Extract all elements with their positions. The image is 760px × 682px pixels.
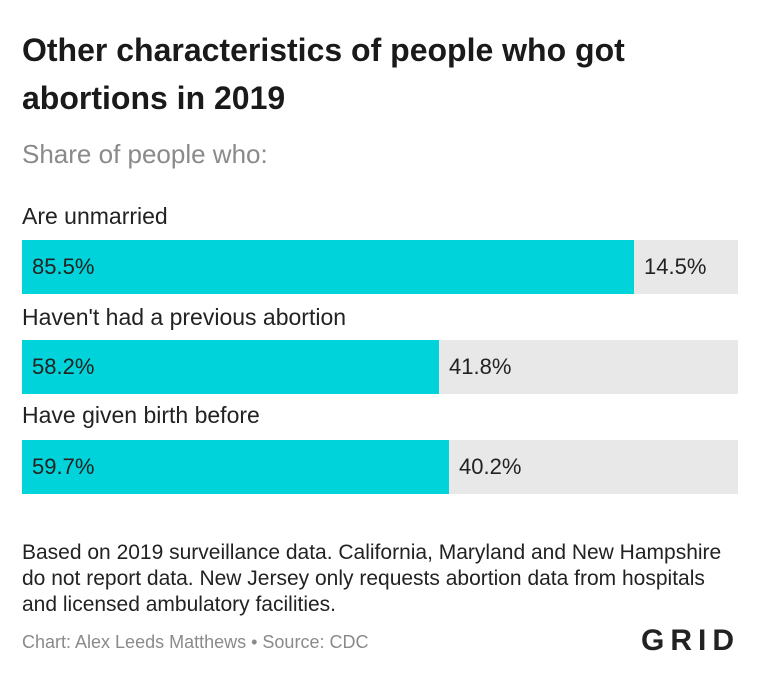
chart-subtitle: Share of people who: xyxy=(22,139,268,169)
primary-value-label: 58.2% xyxy=(32,354,95,379)
bar-primary xyxy=(22,340,439,394)
bar-remainder: 58.2% 41.8% xyxy=(22,340,738,394)
bar-remainder: 59.7% 40.2% xyxy=(22,440,738,494)
category-label: Haven't had a previous abortion xyxy=(22,304,347,330)
chart-title: Other characteristics of people who got … xyxy=(22,32,625,116)
bar-remainder: 85.5% 14.5% xyxy=(22,240,738,294)
remainder-value-label: 41.8% xyxy=(449,354,512,379)
primary-value-label: 59.7% xyxy=(32,454,95,479)
bar-primary xyxy=(22,440,449,494)
remainder-value-label: 40.2% xyxy=(459,454,522,479)
category-label: Have given birth before xyxy=(22,402,260,428)
category-label: Are unmarried xyxy=(22,203,168,229)
bar-primary xyxy=(22,240,634,294)
grid-logo: GRID xyxy=(641,624,740,657)
primary-value-label: 85.5% xyxy=(32,254,95,279)
chart-credit: Chart: Alex Leeds Matthews • Source: CDC xyxy=(22,632,369,652)
chart-note: Based on 2019 surveillance data. Califor… xyxy=(22,541,722,616)
remainder-value-label: 14.5% xyxy=(644,254,707,279)
